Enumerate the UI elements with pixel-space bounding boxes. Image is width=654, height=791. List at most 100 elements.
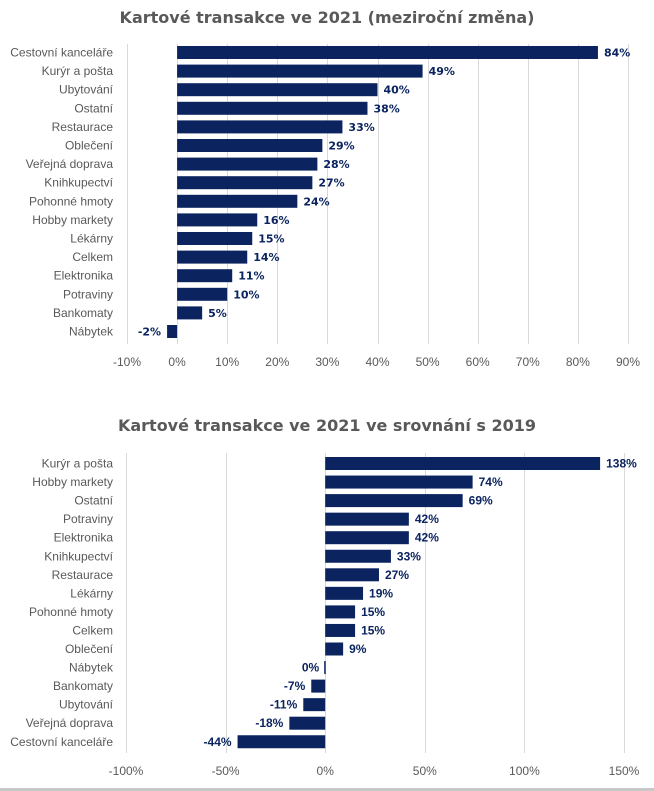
category-label: Bankomaty — [53, 679, 113, 693]
bar — [177, 157, 318, 171]
category-label: Hobby markety — [32, 475, 113, 489]
chart1-bars — [167, 46, 598, 338]
bar — [177, 64, 423, 78]
data-label: 38% — [373, 102, 399, 115]
category-label: Lékárny — [70, 232, 113, 246]
category-label: Celkem — [72, 623, 113, 637]
x-tick-label: 30% — [315, 355, 339, 369]
bar — [325, 531, 409, 545]
bar — [177, 287, 228, 301]
data-label: -7% — [284, 679, 306, 693]
x-tick-label: 10% — [215, 355, 239, 369]
category-label: Elektronika — [54, 531, 114, 545]
category-label: Oblečení — [65, 139, 114, 153]
category-label: Ubytování — [59, 698, 114, 712]
bar — [167, 325, 178, 338]
data-label: 84% — [604, 47, 630, 60]
bar — [311, 679, 326, 693]
chart2-data-labels: 138% 74% 69% 42% 42% 33% 27% 19% 15% 15% 9% 0% -7% -1… — [204, 457, 638, 749]
category-label: Oblečení — [65, 642, 114, 656]
chart1-data-labels: 84% 49% 40% 38% 33% 29% 28% 27% 24% 16% 15% 14% 11% 1… — [138, 47, 630, 339]
data-label: 14% — [253, 251, 279, 264]
bar — [177, 101, 368, 115]
bar — [177, 120, 343, 134]
category-label: Ostatní — [74, 101, 113, 115]
x-tick-label: 80% — [566, 355, 590, 369]
bar — [177, 46, 598, 59]
data-label: 49% — [429, 65, 455, 78]
category-label: Pohonné hmoty — [29, 194, 113, 208]
bar — [325, 549, 391, 563]
data-label: 28% — [323, 158, 349, 171]
x-tick-label: 40% — [365, 355, 389, 369]
category-label: Kurýr a pošta — [42, 64, 114, 78]
data-label: 74% — [479, 475, 503, 489]
data-label: 5% — [208, 307, 227, 320]
bar — [177, 269, 233, 283]
category-label: Restaurace — [52, 120, 114, 134]
bar — [177, 176, 313, 190]
category-label: Knihkupectví — [44, 549, 113, 563]
category-label: Potraviny — [63, 512, 113, 526]
x-tick-label: 50% — [413, 764, 437, 778]
x-tick-label: 70% — [516, 355, 540, 369]
data-label: 27% — [385, 568, 409, 582]
data-label: 29% — [328, 140, 354, 153]
data-label: 33% — [397, 549, 421, 563]
bar — [177, 232, 253, 245]
x-tick-label: -50% — [212, 764, 240, 778]
x-tick-label: 20% — [265, 355, 289, 369]
chart2-title: Kartové transakce ve 2021 ve srovnání s … — [118, 416, 536, 435]
chart1-x-axis-ticks: -10% 0% 10% 20% 30% 40% 50% 60% 70% 80% 90% — [113, 355, 640, 369]
chart-vs-2019: Kartové transakce ve 2021 ve srovnání s … — [10, 416, 639, 778]
bar — [177, 139, 323, 152]
x-tick-label: 0% — [168, 355, 186, 369]
data-label: 10% — [233, 288, 259, 301]
chart1-title: Kartové transakce ve 2021 (meziroční změ… — [120, 8, 535, 27]
category-label: Restaurace — [52, 568, 114, 582]
chart1-category-labels: Cestovní kanceláře Kurýr a pošta Ubytování… — [10, 46, 114, 339]
bar — [325, 494, 463, 508]
x-tick-label: 90% — [616, 355, 640, 369]
bar — [325, 605, 356, 619]
data-label: 19% — [369, 586, 393, 600]
bar — [177, 250, 248, 264]
category-label: Veřejná doprava — [26, 157, 114, 171]
data-label: 0% — [302, 661, 320, 675]
x-tick-label: 60% — [466, 355, 490, 369]
chart-yoy-2021: Kartové transakce ve 2021 (meziroční změ… — [10, 8, 640, 369]
bar — [325, 568, 379, 582]
category-label: Nábytek — [69, 661, 114, 675]
x-tick-label: 0% — [317, 764, 335, 778]
data-label: 42% — [415, 512, 439, 526]
category-label: Celkem — [72, 250, 113, 264]
bar — [324, 661, 326, 675]
data-label: -11% — [270, 698, 298, 712]
category-label: Bankomaty — [53, 306, 113, 320]
x-tick-label: 100% — [509, 764, 540, 778]
category-label: Potraviny — [63, 287, 113, 301]
category-label: Ubytování — [59, 83, 114, 97]
chart2-x-axis-ticks: -100% -50% 0% 50% 100% 150% — [109, 764, 640, 778]
bar — [325, 475, 473, 489]
category-label: Elektronika — [54, 269, 114, 283]
data-label: 11% — [238, 270, 264, 283]
x-tick-label: -10% — [113, 355, 141, 369]
bar — [237, 735, 326, 749]
bar — [325, 512, 409, 526]
data-label: 138% — [606, 457, 637, 471]
data-label: 16% — [263, 214, 289, 227]
category-label: Veřejná doprava — [26, 716, 114, 730]
data-label: 69% — [469, 494, 493, 508]
bar — [325, 623, 356, 637]
category-label: Kurýr a pošta — [42, 457, 114, 471]
chart2-bars — [237, 457, 601, 749]
data-label: 15% — [361, 605, 385, 619]
data-label: -2% — [138, 326, 161, 339]
x-tick-label: 50% — [416, 355, 440, 369]
bar — [177, 213, 258, 227]
category-label: Lékárny — [70, 586, 113, 600]
category-label: Knihkupectví — [44, 176, 113, 190]
data-label: 40% — [384, 84, 410, 97]
